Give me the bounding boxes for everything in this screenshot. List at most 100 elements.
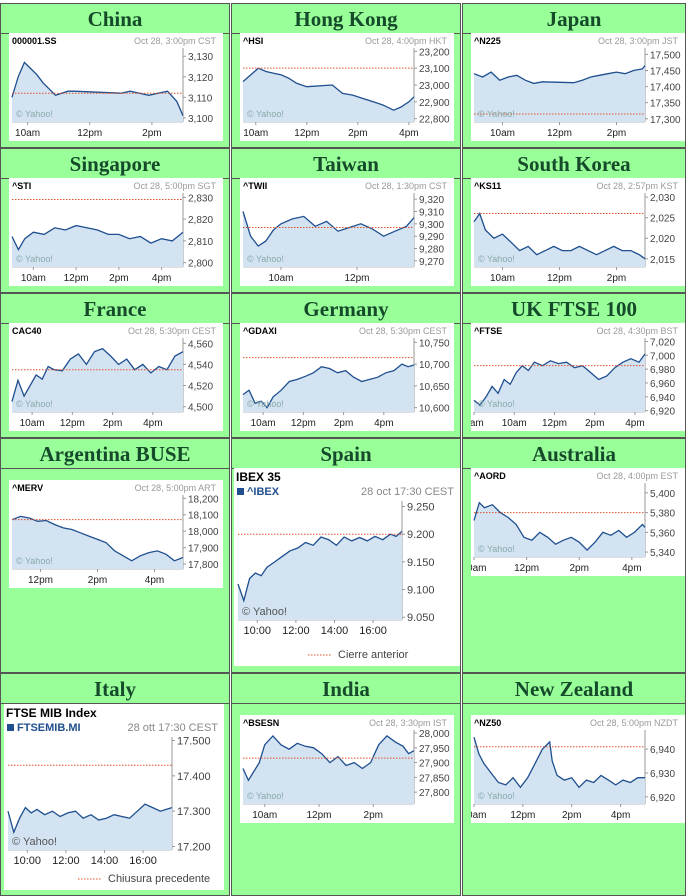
x-tick-label: 10am [252,810,277,821]
chart-india[interactable]: ^BSESN Oct 28, 3:30pm IST 28,000 27,950 27,9… [240,715,454,823]
panel-title: Japan [463,4,685,34]
ticker-label: ^TWII [243,181,267,191]
x-tick-label: 10:00 [14,855,42,867]
y-tick-label: 17,800 [188,560,219,571]
chart-spain[interactable]: IBEX 35 ^IBEX 28 oct 17:30 CEST 9.250 9.200 9… [234,468,460,666]
panel-japan: Japan ^N225 Oct 28, 3:00pm JST 17,500 17,450… [462,3,686,148]
chart-uk-ftse-100[interactable]: ^FTSE Oct 28, 4:30pm BST 7,020 7,000 6,980 6,… [471,323,685,431]
chart-hong-kong[interactable]: ^HSI Oct 28, 4:00pm HKT 23,200 23,100 23,000… [240,33,454,141]
y-tick-label: 23,200 [419,47,450,58]
x-tick-label: 4pm [143,418,162,429]
ticker-label: ^N225 [474,36,501,46]
panel-title: Germany [232,294,460,324]
x-tick-label: 10am [15,128,40,139]
chart-taiwan[interactable]: ^TWII Oct 28, 1:30pm CST 9,320 9,310 9,300 9,… [240,178,454,286]
y-tick-label: 4,560 [188,339,213,350]
x-tick-label: 12:00 [52,855,80,867]
ticker-label: ^NZ50 [474,718,501,728]
chart-france[interactable]: CAC40 Oct 28, 5:30pm CEST 4,560 4,540 4,520 4… [9,323,223,431]
series-area [474,737,645,804]
x-tick-label: 2pm [103,418,122,429]
panel-title: Australia [463,439,685,469]
chart-australia[interactable]: ^AORD Oct 28, 4:00pm EST 5,400 5,380 5,360 5,… [471,468,685,576]
yahoo-watermark: © Yahoo! [16,254,53,264]
y-tick-label: 6,960 [650,379,675,390]
y-tick-label: 17,300 [650,115,681,126]
x-tick-label: 4pm [625,418,644,429]
legend-label: Cierre anterior [338,649,409,661]
chart-italy[interactable]: FTSE MIB Index FTSEMIB.MI 28 ott 17:30 CES… [4,704,224,890]
x-tick-label: 2pm [334,418,353,429]
series-line [7,803,173,835]
legend-label: Chiusura precedente [108,873,210,885]
y-tick-label: 10,750 [419,338,450,349]
x-tick-label: 12pm [510,810,535,821]
yahoo-watermark: © Yahoo! [478,399,515,409]
ticker-label: ^AORD [474,471,506,481]
series-area [243,364,414,412]
chart-svg: ^STI Oct 28, 5:00pm SGT 2,830 2,820 2,810 2,8… [11,181,216,284]
x-tick-label: 4pm [145,575,164,586]
yahoo-watermark: © Yahoo! [242,606,287,618]
chart-svg: ^N225 Oct 28, 3:00pm JST 17,500 17,450 17,40… [473,36,681,139]
y-tick-label: 10,700 [419,360,450,371]
chart-argentina-buse[interactable]: ^MERV Oct 28, 5:00pm ART 18,200 18,100 18,00… [9,480,223,588]
y-tick-label: 28,000 [419,729,450,740]
timestamp-label: Oct 28, 5:30pm CEST [359,326,448,336]
y-tick-label: 6,930 [650,769,675,780]
panel-title: Spain [232,439,460,469]
chart-china[interactable]: 000001.SS Oct 28, 3:00pm CST 3,130 3,120 3,1… [9,33,223,141]
chart-singapore[interactable]: ^STI Oct 28, 5:00pm SGT 2,830 2,820 2,810 2,8… [9,178,223,286]
y-tick-label: 27,800 [419,788,450,799]
chart-germany[interactable]: ^GDAXI Oct 28, 5:30pm CEST 10,750 10,700 10,… [240,323,454,431]
yahoo-watermark: © Yahoo! [478,109,515,119]
yahoo-watermark: © Yahoo! [16,556,53,566]
x-tick-label: 14:00 [91,855,119,867]
yahoo-watermark: © Yahoo! [478,254,515,264]
ticker-label: FTSEMIB.MI [17,722,81,734]
panel-title: Singapore [1,149,229,179]
timestamp-label: Oct 28, 4:00pm EST [596,471,678,481]
chart-new-zealand[interactable]: ^NZ50 Oct 28, 5:00pm NZDT 6,940 6,930 6,920 1… [471,715,685,823]
x-tick-label: 10am [471,810,487,821]
timestamp-label: 28 ott 17:30 CEST [128,722,219,734]
timestamp-label: Oct 28, 4:00pm HKT [365,36,448,46]
series-line [242,734,415,782]
series-swatch [7,724,14,731]
chart-japan[interactable]: ^N225 Oct 28, 3:00pm JST 17,500 17,450 17,40… [471,33,685,141]
x-tick-label: 2pm [607,273,626,284]
y-tick-label: 10,600 [419,404,450,415]
x-tick-label: 4pm [611,810,630,821]
timestamp-label: Oct 28, 5:00pm ART [135,483,217,493]
y-tick-label: 5,400 [650,489,675,500]
y-tick-label: 4,520 [188,382,213,393]
x-tick-label: 10am [490,273,515,284]
series-line [242,211,415,247]
x-tick-label: 14:00 [321,625,349,637]
y-tick-label: 7,020 [650,337,675,348]
yahoo-watermark: © Yahoo! [247,399,284,409]
chart-svg: ^GDAXI Oct 28, 5:30pm CEST 10,750 10,700 10,… [242,326,450,429]
chart-svg: ^KS11 Oct 28, 2:57pm KST 2,030 2,025 2,020 2,… [473,181,678,284]
chart-svg: ^TWII Oct 28, 1:30pm CST9,3209,3109,3009,… [242,181,447,284]
y-tick-label: 2,800 [188,259,213,270]
x-tick-label: 12pm [514,563,539,574]
x-tick-label: 2pm [562,810,581,821]
series-line [473,65,646,85]
y-tick-label: 5,340 [650,548,675,559]
x-tick-label: 12pm [344,273,369,284]
ticker-label: ^KS11 [474,181,501,191]
chart-south-korea[interactable]: ^KS11 Oct 28, 2:57pm KST 2,030 2,025 2,020 2,… [471,178,685,286]
series-line [11,61,184,117]
x-tick-label: 4pm [152,273,171,284]
panel-title: China [1,4,229,34]
index-name: IBEX 35 [236,470,281,484]
y-tick-label: 2,025 [650,214,675,225]
y-tick-label: 23,000 [419,81,450,92]
y-tick-label: 17.200 [177,841,211,853]
series-area [8,804,172,850]
x-tick-label: 12pm [547,273,572,284]
